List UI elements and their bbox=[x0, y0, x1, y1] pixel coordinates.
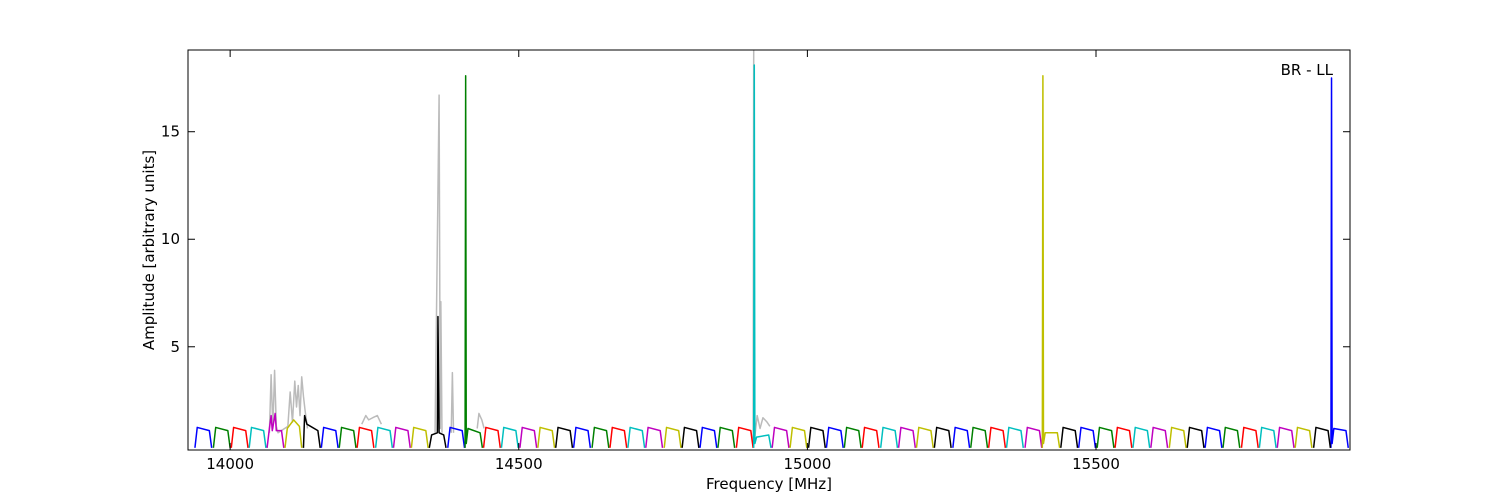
spectrum-line bbox=[266, 412, 1295, 448]
spectrum-line bbox=[230, 426, 1259, 448]
y-tick-label: 15 bbox=[161, 123, 180, 141]
spectrum-line bbox=[268, 50, 771, 444]
x-tick-label: 15000 bbox=[784, 455, 832, 473]
annotation: BR - LL bbox=[1281, 61, 1334, 79]
spectrum-line bbox=[212, 75, 1241, 448]
spectrum-line bbox=[248, 64, 1277, 448]
x-tick-label: 15500 bbox=[1072, 455, 1120, 473]
y-tick-label: 10 bbox=[161, 230, 180, 248]
spectrum-line bbox=[194, 77, 1350, 448]
x-tick-label: 14000 bbox=[206, 455, 254, 473]
spectrum-line bbox=[302, 315, 1332, 448]
y-tick-label: 5 bbox=[170, 338, 180, 356]
plot-lines bbox=[194, 50, 1350, 448]
x-tick-label: 14500 bbox=[495, 455, 543, 473]
spectrum-line bbox=[284, 75, 1313, 448]
plot-frame bbox=[187, 49, 1351, 451]
x-axis-label: Frequency [MHz] bbox=[706, 475, 832, 493]
y-axis-label: Amplitude [arbitrary units] bbox=[140, 150, 158, 350]
